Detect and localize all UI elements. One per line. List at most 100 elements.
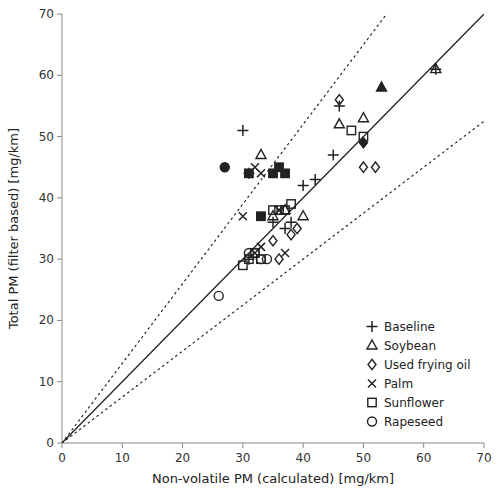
point	[347, 126, 355, 134]
legend-marker	[368, 359, 376, 369]
series	[239, 206, 289, 257]
point	[262, 255, 271, 264]
point	[293, 223, 301, 233]
x-tick	[423, 443, 424, 448]
y-tick-label: 50	[39, 130, 54, 144]
x-tick	[303, 443, 304, 448]
point	[371, 162, 379, 172]
y-tick	[57, 259, 62, 260]
point	[334, 119, 344, 128]
point	[275, 206, 283, 214]
y-tick	[57, 197, 62, 198]
x-axis-label: Non-volatile PM (calculated) [mg/km]	[152, 471, 394, 486]
point	[257, 212, 265, 220]
point	[359, 162, 367, 172]
reference-line	[62, 14, 484, 443]
point	[280, 205, 290, 214]
legend-label: Baseline	[384, 320, 435, 334]
y-tick	[57, 320, 62, 321]
series	[251, 163, 277, 177]
x-tick-label: 40	[296, 451, 311, 465]
legend-label: Rapeseed	[384, 415, 443, 429]
x-tick-label: 50	[356, 451, 371, 465]
point	[237, 125, 248, 136]
point	[328, 149, 339, 160]
x-tick	[122, 443, 123, 448]
point	[298, 211, 308, 220]
point	[298, 180, 309, 191]
point	[310, 174, 321, 185]
x-tick-label: 70	[476, 451, 491, 465]
y-tick-label: 20	[39, 313, 54, 327]
point	[256, 149, 266, 158]
x-tick-label: 60	[416, 451, 431, 465]
plot-area	[62, 14, 484, 443]
y-tick	[57, 381, 62, 382]
point	[281, 169, 289, 177]
x-tick-label: 0	[58, 451, 66, 465]
legend: BaselineSoybeanUsed frying oilPalmSunflo…	[367, 320, 471, 429]
y-tick-label: 40	[39, 191, 54, 205]
series	[237, 125, 254, 179]
x-tick	[62, 443, 63, 448]
point	[287, 200, 295, 208]
chart: 0 10 20 30 40 50 60 70 0 10 20 30 40 50 60 70 Non-volati…	[0, 0, 500, 495]
point	[281, 206, 289, 214]
point	[239, 212, 247, 220]
series	[214, 249, 271, 301]
point	[257, 169, 265, 177]
y-tick-label: 30	[39, 252, 54, 266]
y-tick	[57, 14, 62, 15]
legend-label: Used frying oil	[384, 358, 471, 372]
legend-marker	[367, 321, 378, 332]
series	[245, 163, 290, 220]
point	[243, 168, 254, 179]
legend-marker	[367, 340, 377, 349]
point	[377, 82, 387, 91]
series	[239, 126, 368, 269]
point	[239, 261, 247, 269]
point	[359, 138, 367, 148]
x-tick-label: 20	[175, 451, 190, 465]
y-tick-label: 70	[39, 7, 54, 21]
x-axis-line	[62, 443, 484, 444]
point	[220, 163, 229, 172]
legend-marker	[368, 417, 377, 426]
x-tick	[363, 443, 364, 448]
point	[281, 249, 289, 257]
y-tick-label: 60	[39, 68, 54, 82]
reference-line	[62, 121, 484, 443]
reference-line	[62, 14, 484, 443]
y-axis-label: Total PM (filter based) [mg/km]	[6, 128, 21, 330]
point	[214, 291, 223, 300]
series	[220, 163, 229, 172]
series	[269, 95, 379, 265]
x-tick-label: 30	[235, 451, 250, 465]
legend-label: Palm	[384, 377, 413, 391]
point	[275, 206, 283, 214]
series	[256, 64, 441, 220]
point	[269, 236, 277, 246]
legend-marker	[368, 380, 376, 388]
point	[335, 95, 343, 105]
x-tick	[484, 443, 485, 448]
series	[243, 64, 441, 265]
legend-marker	[368, 398, 376, 406]
y-tick-label: 10	[39, 375, 54, 389]
y-axis-line	[62, 14, 63, 443]
y-tick	[57, 443, 62, 444]
point	[269, 206, 277, 214]
x-tick-label: 10	[115, 451, 130, 465]
point	[358, 113, 368, 122]
point	[245, 169, 253, 177]
legend-label: Sunflower	[384, 396, 444, 410]
y-tick-label: 0	[46, 436, 54, 450]
series	[359, 138, 367, 148]
x-tick	[182, 443, 183, 448]
x-tick	[242, 443, 243, 448]
point	[430, 64, 441, 75]
series	[377, 82, 387, 91]
y-tick	[57, 75, 62, 76]
point	[431, 64, 441, 73]
y-tick	[57, 136, 62, 137]
